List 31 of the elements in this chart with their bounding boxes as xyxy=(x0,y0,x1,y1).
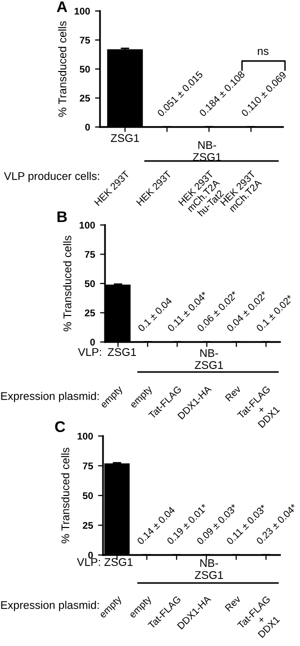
text: C xyxy=(55,421,66,432)
text: VLP: ZSG1 xyxy=(76,558,133,566)
y-tick-label: 50 xyxy=(84,280,95,288)
y-tick-label: 100 xyxy=(78,432,93,440)
y-tick-label: 50 xyxy=(82,492,93,500)
y-tick-label: 75 xyxy=(80,36,90,44)
y-tick-label: 25 xyxy=(84,309,96,316)
text: VLP: xyxy=(78,348,102,356)
y-axis-title: % Transduced cells xyxy=(63,236,72,332)
y-tick-label: 100 xyxy=(80,222,95,229)
y-tick-label: 75 xyxy=(84,251,96,258)
text: Expression plasmid: xyxy=(1,600,99,612)
annotation: ns xyxy=(258,48,268,55)
y-tick-label: 25 xyxy=(80,94,90,102)
text: A xyxy=(56,1,68,12)
text: VLP producer cells: xyxy=(4,172,100,182)
y-tick-label: 0 xyxy=(85,124,90,131)
y-tick-label: 50 xyxy=(80,66,90,73)
y-tick-label: 0 xyxy=(90,338,95,346)
text: Expression plasmid: xyxy=(1,392,99,402)
y-axis-title: % Transduced cells xyxy=(61,448,70,544)
y-tick-label: 100 xyxy=(74,8,90,15)
text: NB- ZSG1 xyxy=(194,349,223,369)
y-tick-label: 25 xyxy=(82,522,94,529)
y-tick-label: 0 xyxy=(88,552,93,559)
text: ZSG1 xyxy=(108,348,136,356)
text: ZSG1 xyxy=(110,134,139,142)
y-tick-label: 75 xyxy=(82,462,94,470)
text: B xyxy=(58,211,67,222)
y-axis-title: % Transduced cells xyxy=(58,21,66,117)
text: NB- ZSG1 xyxy=(194,559,223,579)
